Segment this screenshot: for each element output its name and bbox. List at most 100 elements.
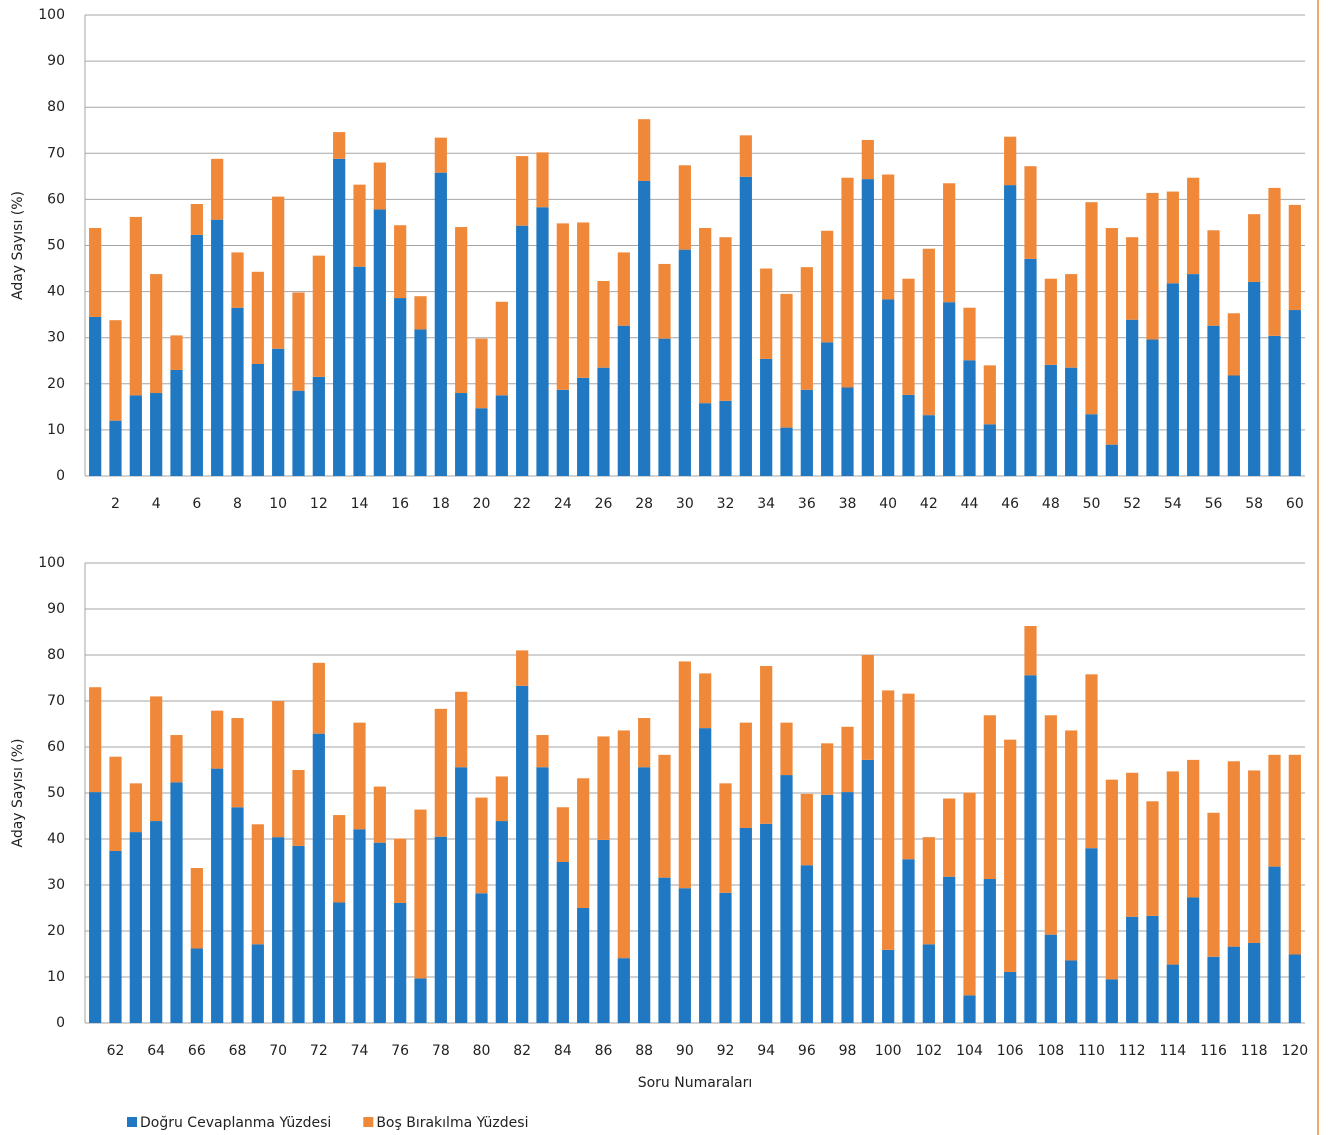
bar-segment xyxy=(434,708,447,837)
bar-segment xyxy=(597,736,610,840)
bar-segment xyxy=(760,823,773,1023)
bar-segment xyxy=(1227,313,1240,376)
x-tick-label: 44 xyxy=(961,496,979,512)
x-tick-label: 120 xyxy=(1281,1043,1308,1059)
bar-segment xyxy=(1288,204,1301,311)
bar-segment xyxy=(699,673,712,729)
x-tick-label: 34 xyxy=(757,496,775,512)
bar-segment xyxy=(963,995,976,1023)
bar-segment xyxy=(800,389,813,476)
x-tick-label: 80 xyxy=(473,1043,491,1059)
bar-segment xyxy=(251,363,264,476)
bar-segment xyxy=(536,152,549,208)
x-tick-label: 100 xyxy=(875,1043,902,1059)
bar-segment xyxy=(89,316,102,476)
bar-segment xyxy=(495,776,508,822)
bar-segment xyxy=(231,718,244,808)
x-tick-label: 8 xyxy=(233,496,242,512)
bar-segment xyxy=(231,807,244,1023)
bar-segment xyxy=(190,204,203,235)
bar-segment xyxy=(1105,779,1118,980)
bar-segment xyxy=(821,342,834,476)
y-tick-label: 100 xyxy=(38,7,65,23)
bar-segment xyxy=(353,829,366,1023)
bar-segment xyxy=(536,767,549,1023)
bar-segment xyxy=(922,837,935,945)
legend-swatch xyxy=(363,1117,374,1127)
bar-segment xyxy=(800,793,813,866)
y-tick-label: 60 xyxy=(47,739,65,755)
bar-segment xyxy=(739,722,752,828)
bar-segment xyxy=(617,252,630,326)
bar-segment xyxy=(414,329,427,476)
bar-segment xyxy=(150,393,163,476)
x-tick-label: 78 xyxy=(432,1043,450,1059)
x-tick-label: 102 xyxy=(915,1043,942,1059)
bar-segment xyxy=(658,263,671,339)
bar-segment xyxy=(170,335,183,370)
x-tick-label: 6 xyxy=(192,496,201,512)
bar-segment xyxy=(1248,942,1261,1023)
bar-segment xyxy=(455,227,468,394)
bar-segment xyxy=(902,278,915,395)
bar-segment xyxy=(109,850,122,1023)
bar-segment xyxy=(1004,971,1017,1023)
x-tick-label: 54 xyxy=(1164,496,1182,512)
bar-segment xyxy=(1044,934,1057,1023)
bar-segment xyxy=(678,165,691,250)
bar-segment xyxy=(89,227,102,317)
bar-segment xyxy=(373,842,386,1023)
bar-segment xyxy=(1065,730,1078,961)
bar-segment xyxy=(455,691,468,768)
bar-segment xyxy=(211,768,224,1023)
legend-label: Boş Bırakılma Yüzdesi xyxy=(376,1115,528,1131)
y-tick-label: 80 xyxy=(47,99,65,115)
bar-segment xyxy=(190,234,203,476)
y-tick-label: 10 xyxy=(47,969,65,985)
bar-segment xyxy=(800,267,813,390)
bar-segment xyxy=(1187,274,1200,476)
bar-segment xyxy=(739,176,752,476)
bar-segment xyxy=(373,162,386,210)
bar-segment xyxy=(861,759,874,1023)
bar-segment xyxy=(231,307,244,476)
bar-segment xyxy=(617,730,630,959)
bar-segment xyxy=(861,655,874,760)
bar-segment xyxy=(658,754,671,878)
bar-segment xyxy=(638,767,651,1023)
bar-segment xyxy=(577,908,590,1023)
bar-segment xyxy=(394,298,407,476)
bar-segment xyxy=(434,172,447,477)
bar-segment xyxy=(841,792,854,1023)
bar-segment xyxy=(638,119,651,181)
bar-segment xyxy=(882,949,895,1023)
y-tick-label: 100 xyxy=(38,555,65,571)
x-tick-label: 40 xyxy=(879,496,897,512)
bar-segment xyxy=(272,837,285,1023)
x-tick-label: 30 xyxy=(676,496,694,512)
bar-segment xyxy=(1227,946,1240,1023)
bar-segment xyxy=(780,722,793,776)
bar-segment xyxy=(1166,771,1179,965)
bar-segment xyxy=(577,222,590,378)
bar-segment xyxy=(190,867,203,949)
x-tick-label: 76 xyxy=(391,1043,409,1059)
bar-segment xyxy=(170,782,183,1023)
bar-segment xyxy=(89,687,102,793)
bar-segment xyxy=(333,132,346,159)
bar-segment xyxy=(455,393,468,476)
bar-segment xyxy=(333,815,346,903)
bar-segment xyxy=(1166,283,1179,476)
x-tick-label: 82 xyxy=(513,1043,531,1059)
x-axis-title: Soru Numaraları xyxy=(638,1075,753,1091)
bar-segment xyxy=(963,360,976,476)
bar-segment xyxy=(129,216,142,396)
bar-segment xyxy=(394,225,407,299)
y-axis-title: Aday Sayısı (%) xyxy=(10,191,26,300)
bar-segment xyxy=(333,158,346,476)
bar-segment xyxy=(841,726,854,793)
bar-segment xyxy=(536,207,549,476)
bar-segment xyxy=(109,420,122,476)
bar-segment xyxy=(760,358,773,476)
